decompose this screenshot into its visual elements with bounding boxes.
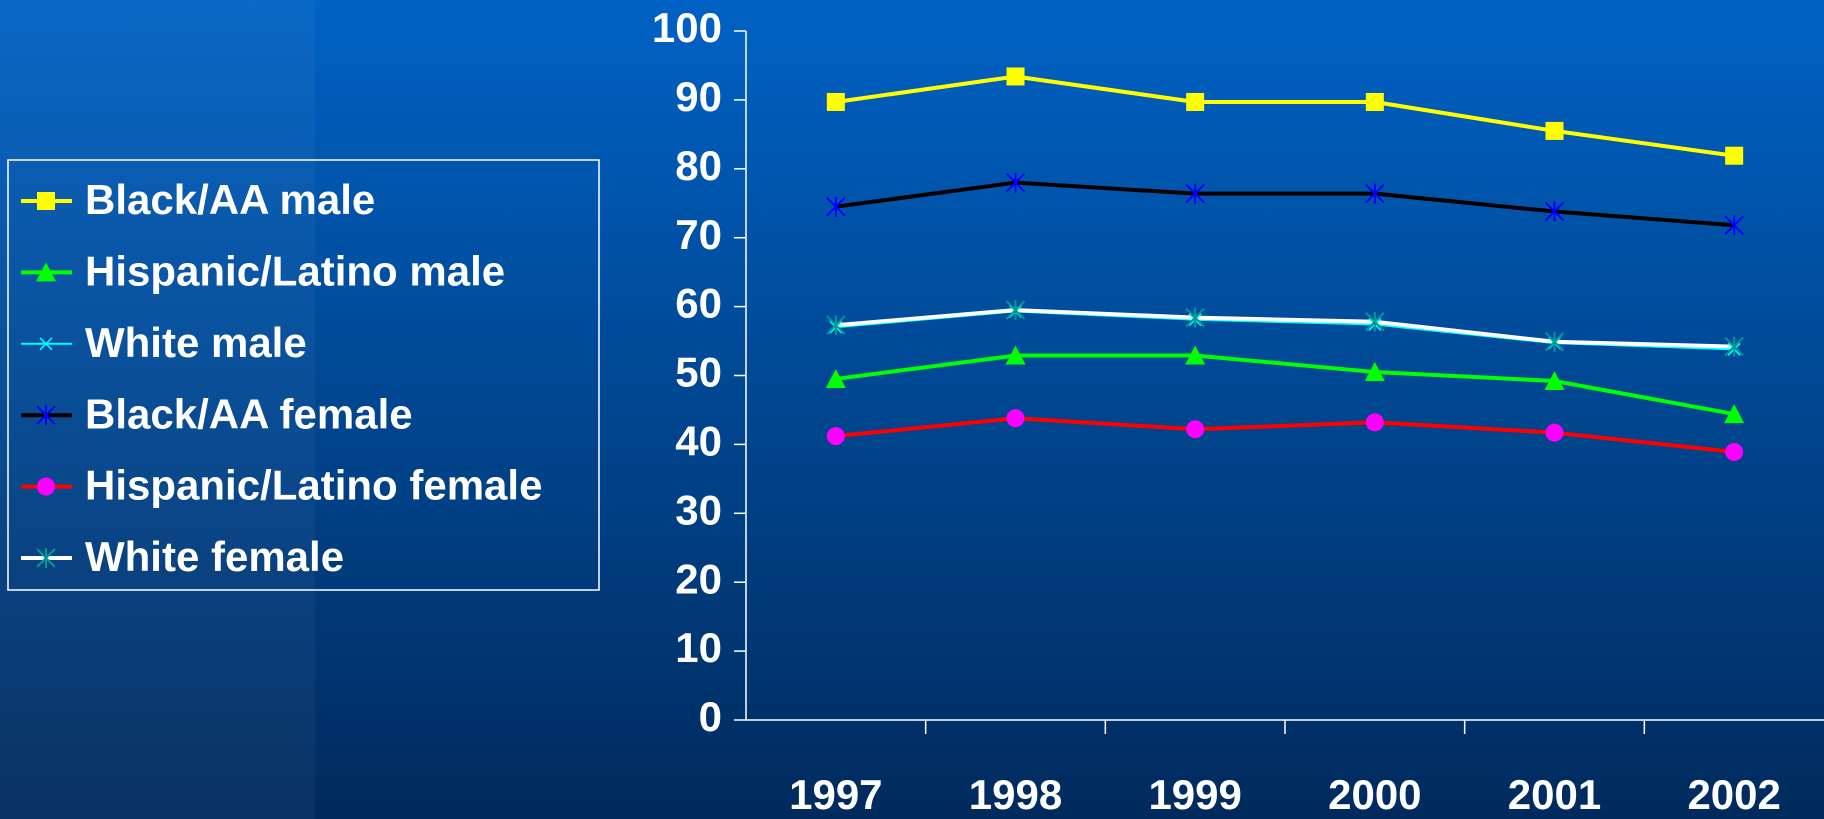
y-tick-label: 60	[675, 280, 722, 327]
data-point	[1545, 423, 1564, 442]
x-tick-label: 1999	[1148, 771, 1241, 818]
data-point	[1186, 92, 1205, 111]
data-point	[1364, 362, 1385, 382]
legend-label: Black/AA male	[85, 176, 375, 223]
y-tick-label: 20	[675, 555, 722, 602]
y-tick-label: 100	[652, 4, 722, 51]
data-point	[1724, 215, 1744, 236]
series-line	[835, 74, 1735, 158]
legend-label: White female	[85, 533, 344, 580]
data-point	[1545, 121, 1564, 140]
data-point	[1365, 311, 1385, 332]
data-point	[1185, 183, 1205, 204]
legend-marker	[36, 262, 56, 282]
x-tick-label: 2002	[1687, 771, 1780, 818]
legend-label: Black/AA female	[85, 390, 413, 437]
legend-marker	[36, 405, 56, 426]
series-line	[835, 308, 1735, 349]
legend-box	[7, 159, 600, 591]
data-point	[1724, 336, 1744, 357]
y-tick-label: 90	[675, 73, 722, 120]
data-point	[1006, 67, 1025, 86]
data-point	[1005, 300, 1026, 321]
series-line	[835, 416, 1735, 454]
legend-marker	[39, 337, 53, 351]
data-point	[826, 427, 845, 446]
data-point	[1186, 420, 1205, 439]
data-point	[1005, 172, 1026, 193]
legend-label: White male	[85, 319, 307, 366]
x-tick-label: 2000	[1328, 771, 1421, 818]
series-line	[835, 353, 1735, 417]
data-point	[1185, 345, 1206, 365]
y-tick-label: 0	[699, 693, 722, 740]
data-point	[1544, 201, 1565, 222]
y-tick-label: 80	[675, 142, 722, 189]
y-tick-label: 10	[675, 624, 722, 671]
data-point	[1365, 92, 1384, 111]
data-point	[1724, 404, 1745, 424]
y-tick-label: 50	[675, 349, 722, 396]
series-line	[835, 180, 1735, 228]
y-tick-label: 30	[675, 486, 722, 533]
legend-marker	[37, 192, 55, 210]
legend-label: Hispanic/Latino male	[85, 247, 505, 294]
x-tick-label: 2001	[1508, 771, 1601, 818]
legend-label: Hispanic/Latino female	[85, 462, 542, 509]
y-tick-label: 70	[675, 211, 722, 258]
y-tick-label: 40	[675, 417, 722, 464]
data-point	[1544, 331, 1565, 352]
data-point	[825, 368, 846, 388]
data-point	[1544, 371, 1565, 391]
data-point	[826, 92, 845, 111]
x-tick-label: 1998	[969, 771, 1062, 818]
data-point	[1365, 413, 1384, 432]
data-point	[826, 196, 846, 217]
data-point	[1725, 146, 1744, 165]
data-point	[1185, 307, 1205, 328]
legend-marker	[37, 477, 55, 496]
data-point	[826, 315, 846, 336]
data-point	[1365, 183, 1385, 204]
legend-marker	[36, 548, 56, 568]
data-point	[1005, 345, 1026, 365]
data-point	[1006, 409, 1025, 428]
data-point	[1725, 442, 1744, 461]
x-tick-label: 1997	[789, 771, 882, 818]
